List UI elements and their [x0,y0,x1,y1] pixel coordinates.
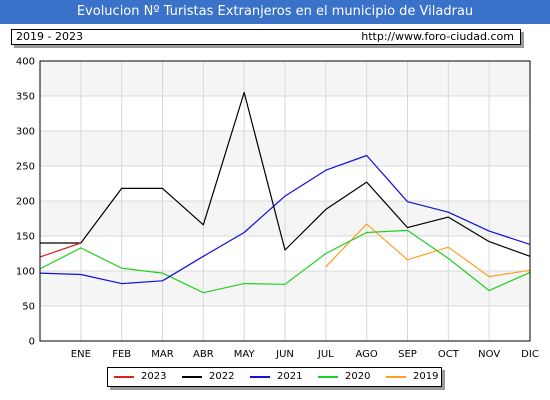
y-tick-label: 50 [22,302,35,313]
series-line-2021 [39,154,531,285]
y-tick-label: 250 [16,162,35,173]
legend-swatch [182,376,202,378]
chart-title: Evolucion Nº Turistas Extranjeros en el … [76,4,474,19]
x-tick-label: AGO [356,349,378,360]
series-line-2020 [39,229,531,294]
legend-label: 2019 [413,371,439,382]
legend-swatch [250,376,270,378]
x-axis-ticks: ENE FEB MAR ABR MAY JUN JUL AGO SEP OCT NOV DIC [71,349,539,360]
legend-label: 2020 [345,371,371,382]
x-tick-label: FEB [112,349,131,360]
y-tick-label: 400 [16,57,35,68]
period-label: 2019 - 2023 [16,30,83,43]
x-tick-label: OCT [438,349,460,360]
x-tick-label: DIC [521,349,539,360]
x-tick-label: JUL [317,349,334,360]
y-tick-label: 350 [16,92,35,103]
grid [40,60,531,342]
plot-border [39,60,531,342]
x-tick-label: NOV [478,349,500,360]
legend: 2023 2022 2021 2020 2019 [107,367,442,387]
y-tick-label: 150 [16,232,35,243]
legend-swatch [386,376,406,378]
legend-label: 2022 [209,371,235,382]
y-axis-ticks: 0 50 100 150 200 250 300 350 400 [16,57,35,348]
legend-label: 2023 [141,371,167,382]
info-bar: 2019 - 2023 http://www.foro-ciudad.com [11,29,521,45]
y-tick-label: 200 [16,197,35,208]
title-bar: Evolucion Nº Turistas Extranjeros en el … [0,0,550,24]
x-tick-label: SEP [398,349,417,360]
series-lines [39,91,531,294]
x-tick-label: ABR [193,349,214,360]
x-tick-label: MAR [151,349,173,360]
y-tick-label: 0 [29,337,35,348]
legend-label: 2021 [277,371,303,382]
x-tick-label: ENE [71,349,91,360]
legend-swatch [114,376,134,378]
y-tick-label: 300 [16,127,35,138]
series-line-2019 [325,223,531,278]
x-tick-label: MAY [234,349,256,360]
x-tick-label: JUN [275,349,294,360]
y-tick-label: 100 [16,267,35,278]
source-url: http://www.foro-ciudad.com [361,30,514,43]
legend-swatch [318,376,338,378]
series-line-2023 [39,242,82,258]
series-line-2022 [40,91,531,257]
